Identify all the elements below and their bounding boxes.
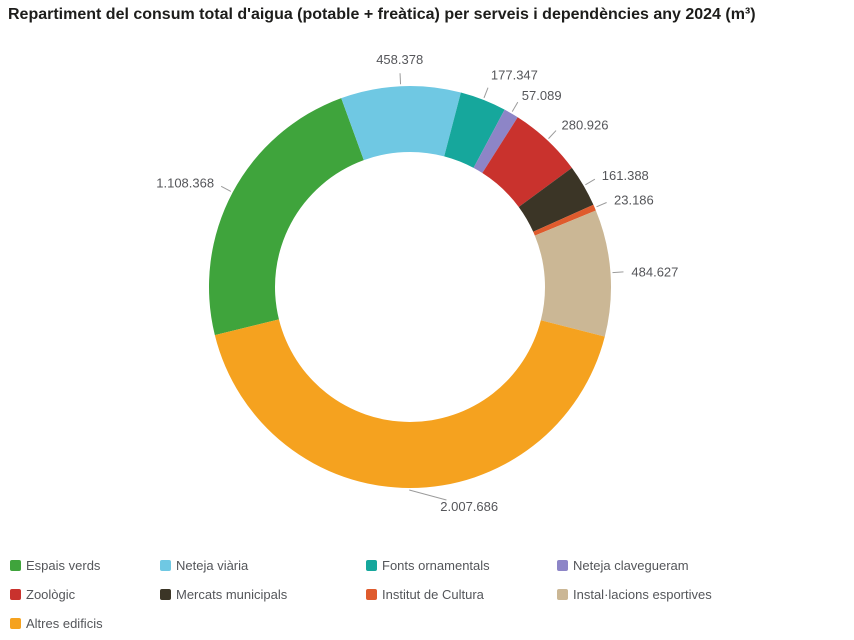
label-connector-institut-de-cultura [596,202,607,208]
legend-item-mercats-municipals[interactable]: Mercats municipals [160,586,288,602]
pie-slice-institut-de-cultura[interactable] [533,204,596,236]
legend-label-neteja-viaria: Neteja viària [176,557,249,573]
label-connector-instal-lacions-esportives [612,271,624,274]
legend-item-neteja-viaria[interactable]: Neteja viària [160,557,249,573]
data-label-mercats-municipals: 161.388 [602,168,649,183]
data-label-fonts-ornamentals: 177.347 [491,67,538,82]
legend-label-fonts-ornamentals: Fonts ornamentals [382,557,490,573]
pie-slice-zoologic[interactable] [482,117,572,207]
data-label-altres-edificis: 2.007.686 [440,499,498,514]
label-connector-fonts-ornamentals [483,87,489,99]
data-label-espais-verds: 1.108.368 [156,176,214,191]
data-label-zoologic: 280.926 [562,118,609,133]
legend-label-altres-edificis: Altres edificis [26,615,103,631]
legend-swatch-neteja-clavegueram [557,559,568,571]
legend-item-altres-edificis[interactable]: Altres edificis [10,615,103,631]
pie-slice-neteja-clavegueram[interactable] [473,109,518,174]
data-label-neteja-viaria: 458.378 [376,52,423,67]
legend-item-institut-de-cultura[interactable]: Institut de Cultura [366,586,484,602]
legend-swatch-espais-verds [10,559,21,571]
label-connector-neteja-viaria [399,73,402,85]
legend-label-institut-de-cultura: Institut de Cultura [382,586,484,602]
legend-label-espais-verds: Espais verds [26,557,101,573]
pie-slice-instal-lacions-esportives[interactable] [534,210,612,337]
label-connector-altres-edificis [409,489,447,501]
legend-label-zoologic: Zoològic [26,586,76,602]
legend-item-espais-verds[interactable]: Espais verds [10,557,101,573]
legend-swatch-altres-edificis [10,617,21,629]
legend-item-instal-lacions-esportives[interactable]: Instal·lacions esportives [557,586,712,602]
legend-item-fonts-ornamentals[interactable]: Fonts ornamentals [366,557,490,573]
legend-label-mercats-municipals: Mercats municipals [176,586,288,602]
pie-slice-espais-verds[interactable] [208,98,364,336]
data-label-instal-lacions-esportives: 484.627 [631,264,678,279]
pie-slice-neteja-viaria[interactable] [341,85,461,161]
legend-item-zoologic[interactable]: Zoològic [10,586,76,602]
label-connector-zoologic [548,130,557,139]
data-label-institut-de-cultura: 23.186 [614,192,654,207]
legend-swatch-mercats-municipals [160,588,171,600]
label-connector-mercats-municipals [585,178,596,186]
legend-item-neteja-clavegueram[interactable]: Neteja clavegueram [557,557,689,573]
label-connector-espais-verds [220,185,232,192]
legend-swatch-instal-lacions-esportives [557,588,568,600]
legend-label-instal-lacions-esportives: Instal·lacions esportives [573,586,712,602]
data-label-neteja-clavegueram: 57.089 [522,88,562,103]
legend-swatch-zoologic [10,588,21,600]
legend-swatch-institut-de-cultura [366,588,377,600]
legend-swatch-neteja-viaria [160,559,171,571]
pie-slice-mercats-municipals[interactable] [518,167,594,232]
chart-title: Repartiment del consum total d'aigua (po… [8,6,756,23]
pie-slice-altres-edificis[interactable] [214,319,605,489]
label-connector-neteja-clavegueram [511,101,519,112]
pie-slice-fonts-ornamentals[interactable] [444,92,505,168]
legend-swatch-fonts-ornamentals [366,559,377,571]
legend-label-neteja-clavegueram: Neteja clavegueram [573,557,689,573]
